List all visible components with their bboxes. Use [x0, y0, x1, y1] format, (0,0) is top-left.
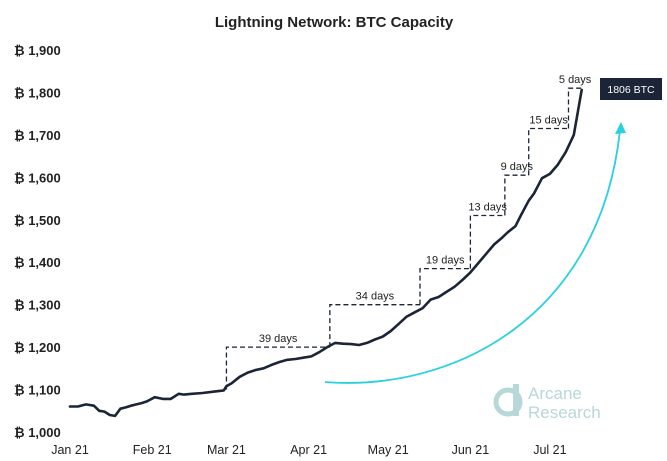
watermark-brand-line1: Arcane [528, 384, 582, 403]
x-tick-label: Jul 21 [533, 443, 566, 457]
step-dashed-line [504, 174, 529, 216]
x-tick-label: Mar 21 [207, 443, 246, 457]
x-tick-label: May 21 [368, 443, 409, 457]
x-tick-label: Jun 21 [452, 443, 490, 457]
y-tick-label: ₿ 1,600 [14, 170, 61, 185]
y-tick-label: ₿ 1,200 [14, 340, 61, 355]
end-value-label-text: 1806 BTC [607, 84, 655, 96]
time-step-annotations: 39 days 34 days 19 days 13 days 9 days 15 day… [225, 74, 592, 390]
x-tick-label: Feb 21 [133, 443, 172, 457]
y-tick-label: ₿ 1,900 [14, 43, 61, 58]
trend-arrowhead [615, 122, 626, 134]
y-tick-label: ₿ 1,100 [14, 383, 61, 398]
step-dashed-line [528, 127, 569, 176]
step-dashed-line [469, 214, 505, 269]
y-tick-label: ₿ 1,700 [14, 128, 61, 143]
x-tick-label: Jan 21 [51, 443, 89, 457]
step-dashed-line [419, 267, 471, 305]
step-label: 19 days [426, 255, 465, 267]
end-value-label-box [600, 78, 662, 100]
y-tick-label: ₿ 1,400 [14, 255, 61, 270]
step-label: 13 days [468, 202, 507, 214]
step-label: 9 days [501, 161, 534, 173]
step-label: 15 days [529, 115, 568, 127]
watermark-brand-line2: Research [528, 403, 601, 422]
chart-title: Lightning Network: BTC Capacity [215, 14, 454, 31]
y-tick-label: ₿ 1,500 [14, 213, 61, 228]
x-tick-label: Apr 21 [290, 443, 327, 457]
step-dashed-line [567, 87, 582, 129]
step-label: 5 days [559, 74, 592, 86]
x-axis: Jan 21 Feb 21 Mar 21 Apr 21 May 21 Jun 21 Jul … [51, 443, 566, 457]
step-dashed-line [329, 304, 420, 348]
y-tick-label: ₿ 1,300 [14, 298, 61, 313]
series-line-btc-capacity [68, 88, 583, 418]
step-label: 39 days [259, 333, 298, 345]
y-tick-label: ₿ 1,800 [14, 85, 61, 100]
y-axis: ₿ 1,000 ₿ 1,100 ₿ 1,200 ₿ 1,300 ₿ 1,400 ₿ 1,5… [14, 43, 61, 440]
arcane-research-logo-icon [493, 384, 523, 417]
trend-arrow [324, 129, 621, 384]
end-value-label: 1806 BTC [600, 78, 662, 100]
y-tick-label: ₿ 1,000 [14, 425, 61, 440]
step-dashed-line [225, 346, 330, 390]
step-label: 34 days [356, 291, 395, 303]
